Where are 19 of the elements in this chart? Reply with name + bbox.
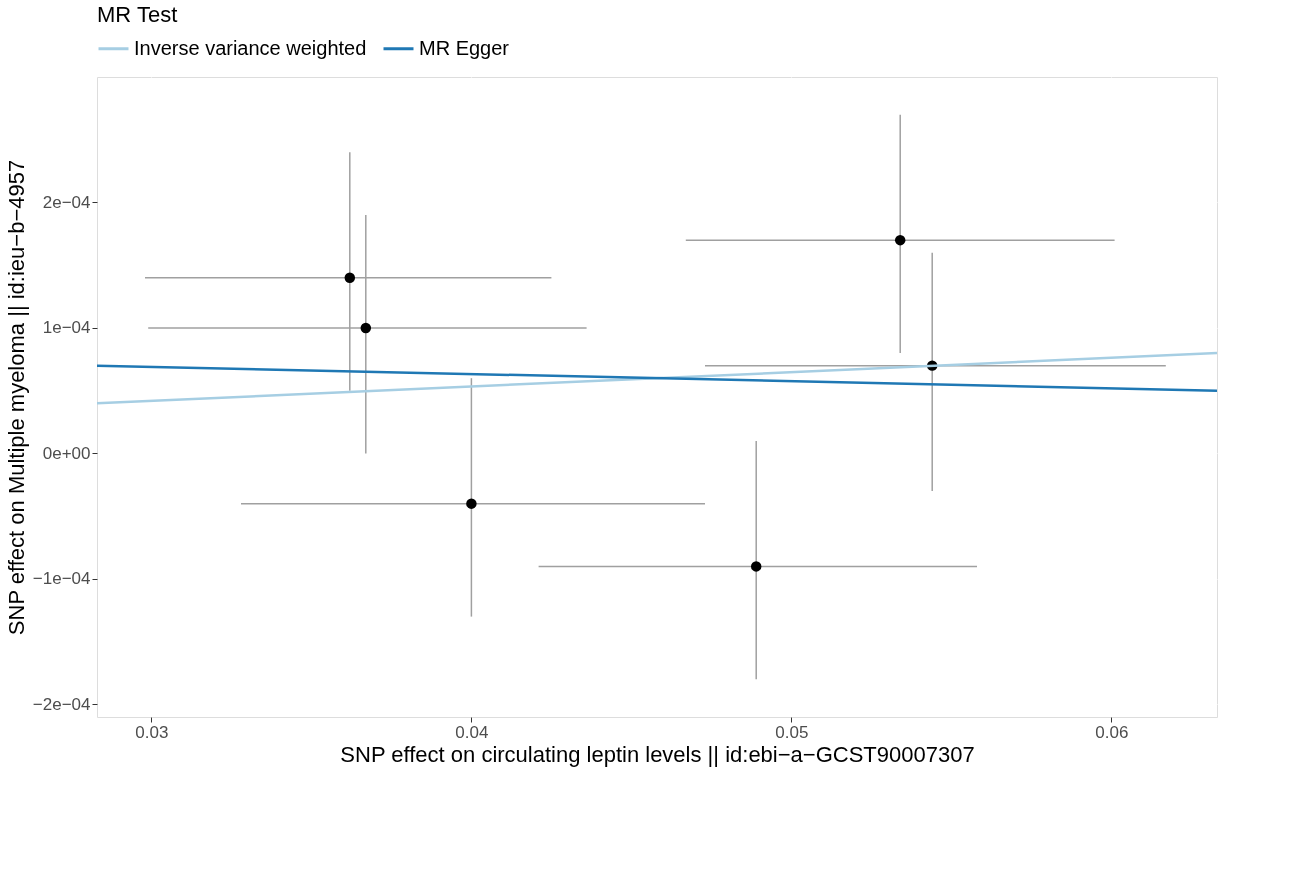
x-axis-title: SNP effect on circulating leptin levels || id:ebi−a−GCST90007307 [340,741,975,767]
point [344,272,356,284]
y-tick-label: 2e−04 [42,192,91,212]
legend-label: Inverse variance weighted [134,36,367,59]
y-tick-label: 1e−04 [42,318,91,338]
x-tick-label: 0.05 [775,722,809,742]
legend-title: MR Test [97,2,178,27]
y-tick-label: −1e−04 [32,569,91,589]
y-tick-label: −2e−04 [32,694,91,714]
point [360,322,372,334]
point [894,234,906,246]
point [750,561,762,572]
x-tick-label: 0.03 [135,722,169,742]
x-tick-label: 0.06 [1095,722,1129,742]
point [466,498,477,509]
legend-label: MR Egger [419,36,510,59]
y-axis-title: SNP effect on Multiple myeloma || id:ieu−b−4957 [3,159,29,636]
y-tick-label: 0e+00 [42,443,91,463]
x-tick-label: 0.04 [455,722,489,742]
